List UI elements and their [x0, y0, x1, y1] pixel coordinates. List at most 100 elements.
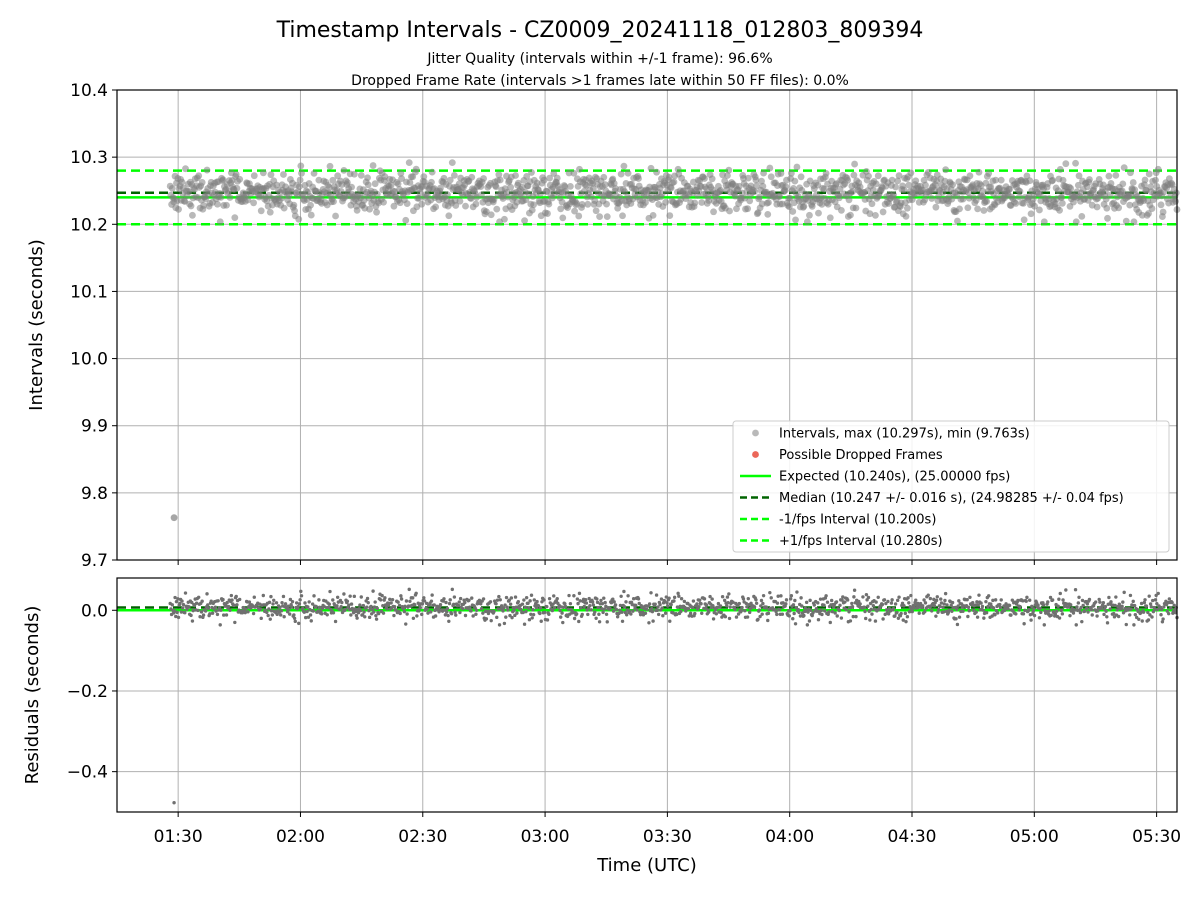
- residual-point: [723, 615, 728, 619]
- residual-point: [624, 600, 628, 604]
- residual-point: [945, 603, 949, 607]
- residual-point: [993, 598, 998, 602]
- residual-point: [954, 617, 958, 621]
- residual-point: [976, 603, 980, 607]
- residual-point: [1172, 603, 1176, 607]
- residual-point: [829, 598, 834, 603]
- residual-point: [1057, 597, 1061, 601]
- residual-point: [649, 591, 653, 595]
- residual-point: [325, 613, 329, 617]
- residual-point: [372, 605, 377, 609]
- bottom-y-axis-label: Residuals (seconds): [22, 606, 43, 785]
- residual-point: [266, 613, 270, 618]
- residual-point: [392, 605, 397, 609]
- residual-point: [449, 612, 454, 616]
- interval-point: [979, 187, 986, 195]
- interval-point: [725, 166, 733, 174]
- residual-point: [802, 613, 806, 618]
- residual-point: [430, 593, 434, 597]
- residual-point: [1109, 600, 1113, 604]
- interval-point: [902, 212, 910, 220]
- residual-point: [452, 595, 457, 599]
- interval-point: [472, 200, 480, 208]
- residual-point: [824, 594, 828, 598]
- residual-point: [697, 598, 702, 602]
- residual-point: [659, 597, 664, 601]
- residual-point: [463, 613, 468, 618]
- residual-point: [909, 593, 913, 598]
- interval-point: [822, 169, 830, 177]
- residual-point: [413, 603, 417, 607]
- legend-entry: +1/fps Interval (10.280s): [779, 534, 943, 549]
- residual-point: [221, 597, 225, 602]
- residual-point: [1104, 609, 1108, 614]
- residual-point: [1146, 610, 1150, 615]
- interval-point: [496, 176, 504, 184]
- residual-point: [655, 608, 659, 613]
- residual-point: [930, 609, 934, 613]
- residual-point: [618, 603, 623, 608]
- residual-point: [390, 597, 395, 602]
- residual-point: [234, 594, 238, 599]
- interval-point: [236, 175, 244, 183]
- residual-point: [617, 611, 621, 615]
- residual-point: [488, 600, 493, 604]
- residual-point: [848, 619, 853, 623]
- residual-point: [176, 597, 180, 601]
- residual-point: [744, 601, 748, 606]
- residual-point: [228, 608, 232, 613]
- residual-point: [374, 613, 378, 618]
- residual-point: [185, 607, 189, 611]
- residual-point: [1150, 615, 1154, 619]
- residual-point: [955, 622, 960, 627]
- interval-point: [557, 205, 565, 213]
- residual-point: [352, 594, 357, 599]
- residual-point: [422, 599, 427, 603]
- residual-point: [175, 610, 179, 615]
- residual-point: [529, 612, 533, 616]
- residual-point: [563, 604, 568, 609]
- residual-point: [677, 594, 681, 598]
- residual-point: [795, 590, 799, 594]
- residual-point: [380, 593, 384, 598]
- interval-point: [428, 178, 435, 186]
- interval-point: [1059, 176, 1067, 184]
- residual-point: [297, 621, 301, 626]
- residual-point: [1018, 604, 1022, 609]
- interval-point: [1027, 210, 1035, 218]
- interval-point: [216, 218, 224, 226]
- interval-point: [467, 195, 475, 202]
- residual-point: [282, 615, 286, 619]
- interval-point: [733, 205, 740, 213]
- residual-point: [447, 619, 451, 623]
- interval-point: [879, 208, 887, 216]
- residual-point: [984, 599, 988, 604]
- residual-point: [286, 604, 291, 608]
- interval-point: [708, 175, 716, 183]
- interval-point: [175, 205, 182, 213]
- residual-point: [381, 611, 386, 615]
- chart-title: Timestamp Intervals - CZ0009_20241118_01…: [276, 18, 924, 43]
- bottom-panel-residual-points: [168, 587, 1179, 805]
- interval-point: [949, 181, 956, 189]
- residual-point: [1027, 598, 1032, 602]
- residual-point: [665, 604, 670, 608]
- interval-point: [1112, 171, 1120, 179]
- residual-point: [1073, 588, 1078, 592]
- interval-point: [621, 188, 629, 196]
- residual-point: [1061, 598, 1065, 602]
- interval-point: [571, 207, 578, 215]
- residual-point: [365, 596, 370, 601]
- residual-point: [1064, 602, 1069, 606]
- residual-point: [218, 623, 222, 627]
- residual-point: [818, 597, 823, 601]
- residual-point: [397, 603, 402, 608]
- residual-point: [307, 600, 311, 604]
- residual-point: [596, 605, 600, 610]
- legend-box: [732, 420, 1170, 553]
- residual-point: [251, 611, 256, 616]
- top-panel-y-ticks: 9.7 9.8 9.9 10.0 10.1 10.2 10.3 10.4: [70, 81, 117, 571]
- residual-point: [759, 598, 764, 603]
- residual-point: [631, 609, 635, 613]
- residual-point: [716, 601, 721, 606]
